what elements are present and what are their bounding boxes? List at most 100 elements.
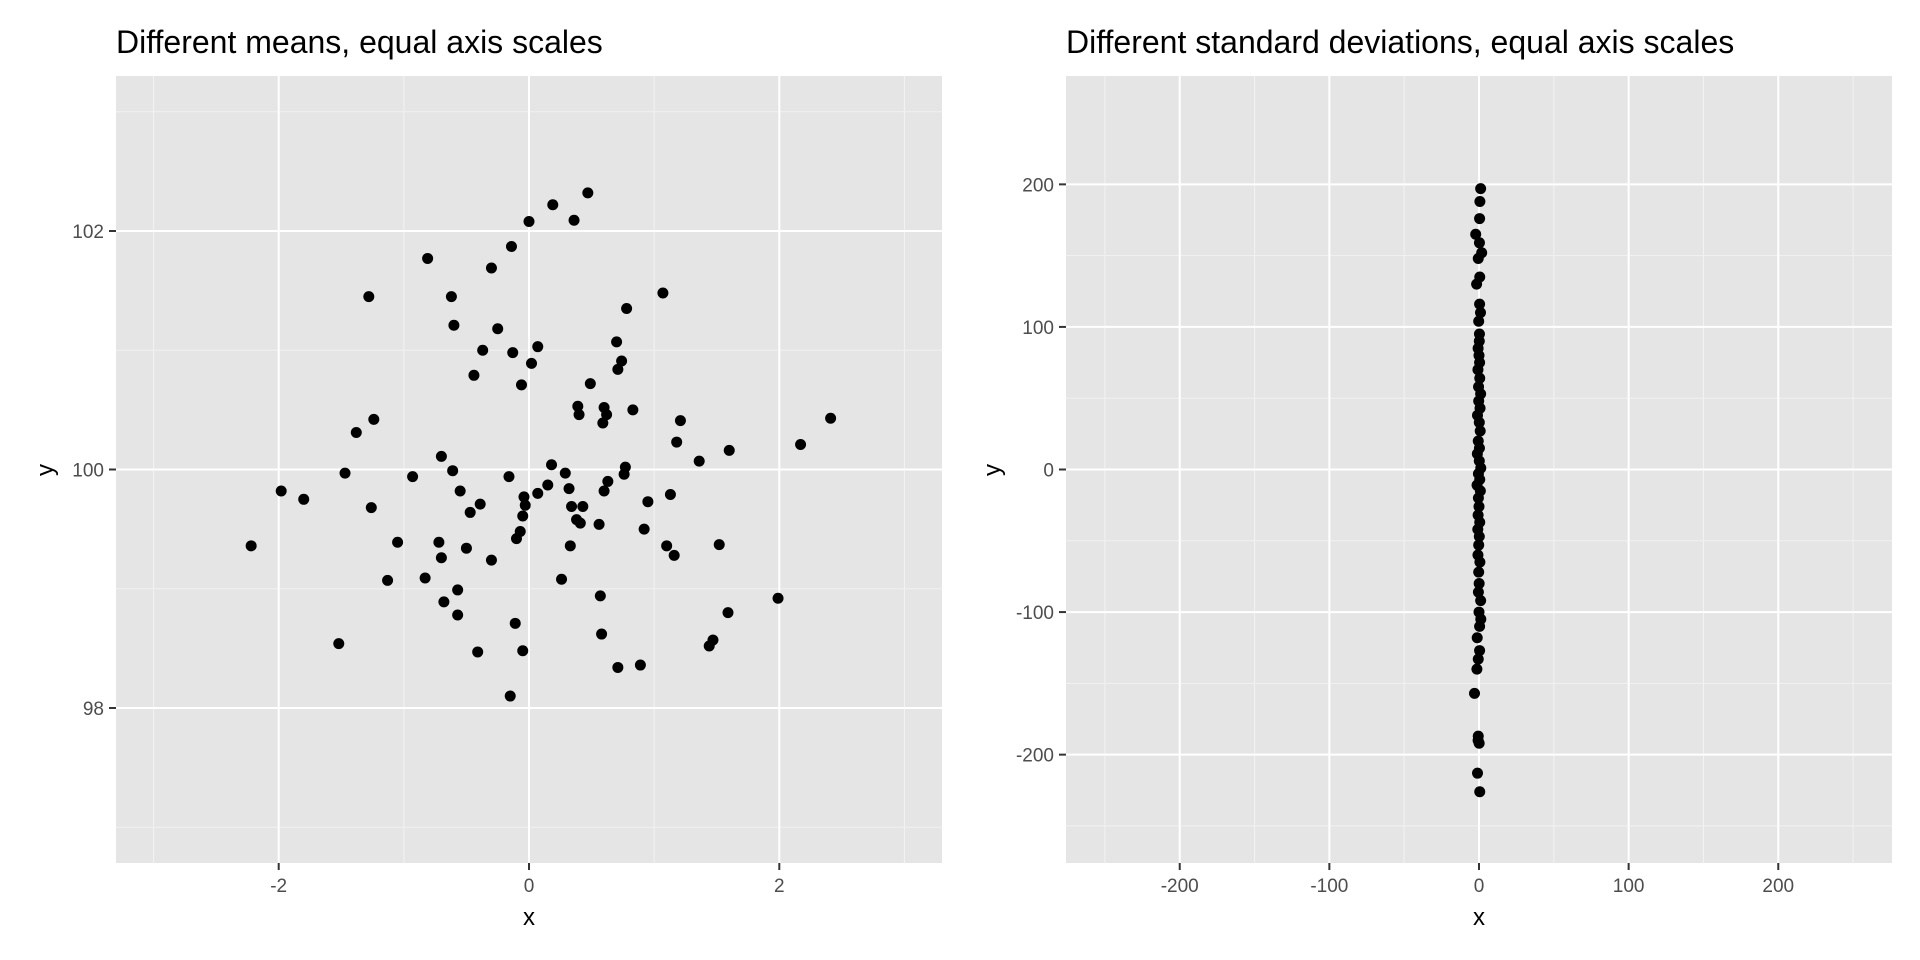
data-point	[611, 336, 623, 348]
data-point	[693, 455, 705, 467]
y-tick-label: 98	[83, 699, 104, 720]
data-point	[438, 596, 450, 608]
data-point	[509, 617, 521, 629]
panel-different-standard-deviations: Different standard deviations, equal axi…	[979, 24, 1892, 931]
data-point	[642, 496, 654, 508]
data-point	[515, 379, 527, 391]
x-tick-label: 0	[1474, 876, 1485, 897]
data-point	[472, 646, 484, 658]
data-point	[573, 409, 585, 421]
data-point	[452, 609, 464, 621]
data-point	[1473, 737, 1485, 749]
data-point	[1475, 595, 1487, 607]
data-point	[664, 489, 676, 501]
data-point	[407, 471, 419, 483]
data-point	[507, 347, 519, 359]
y-tick-label: 100	[72, 461, 104, 482]
data-point	[593, 518, 605, 530]
y-axis-ticks: -200 -100 0 100 200	[1016, 175, 1066, 767]
x-axis-ticks: -200 -100 0 100 200	[1161, 863, 1794, 897]
data-point	[519, 499, 531, 511]
data-point	[485, 554, 497, 566]
data-point	[722, 607, 734, 619]
data-point	[546, 459, 558, 471]
data-point	[616, 355, 628, 367]
data-point	[1474, 556, 1486, 568]
data-point	[523, 215, 535, 227]
data-point	[435, 552, 447, 564]
x-tick-label: 200	[1762, 876, 1794, 897]
y-tick-label: 100	[1022, 318, 1054, 339]
data-point	[619, 461, 631, 473]
data-point	[504, 690, 516, 702]
data-point	[1470, 228, 1482, 240]
data-point	[723, 444, 735, 456]
data-point	[474, 498, 486, 510]
data-point	[1471, 663, 1483, 675]
x-tick-label: -2	[270, 876, 287, 897]
data-point	[1472, 767, 1484, 779]
y-axis-label: y	[979, 464, 1006, 476]
data-point	[452, 584, 464, 596]
data-point	[1472, 492, 1484, 504]
data-point	[1474, 298, 1486, 310]
data-point	[1474, 645, 1486, 657]
data-point	[448, 319, 460, 331]
data-point	[1474, 307, 1486, 319]
data-point	[584, 378, 596, 390]
data-point	[514, 526, 526, 538]
data-point	[350, 427, 362, 439]
data-point	[517, 645, 529, 657]
panel-title: Different means, equal axis scales	[116, 24, 603, 60]
y-tick-label: -100	[1016, 603, 1054, 624]
y-axis-label: y	[32, 464, 59, 476]
data-point	[532, 487, 544, 499]
data-point	[433, 536, 445, 548]
data-point	[1472, 252, 1484, 264]
data-point	[1472, 586, 1484, 598]
data-point	[468, 369, 480, 381]
data-point	[542, 479, 554, 491]
data-point	[601, 409, 613, 421]
data-points	[245, 187, 837, 702]
x-tick-label: 100	[1613, 876, 1645, 897]
data-point	[447, 465, 459, 477]
data-point	[363, 291, 375, 303]
y-tick-label: 200	[1022, 175, 1054, 196]
data-point	[574, 517, 586, 529]
x-tick-label: -100	[1310, 876, 1348, 897]
data-point	[1473, 315, 1485, 327]
data-point	[657, 287, 669, 299]
data-point	[505, 241, 517, 253]
data-point	[563, 483, 575, 495]
data-points	[1469, 183, 1488, 798]
data-point	[597, 417, 609, 429]
x-tick-label: 2	[774, 876, 785, 897]
x-axis-label: x	[523, 904, 535, 931]
x-tick-label: -200	[1161, 876, 1199, 897]
y-tick-label: -200	[1016, 746, 1054, 767]
data-point	[627, 404, 639, 416]
data-point	[1474, 195, 1486, 207]
data-point	[298, 493, 310, 505]
y-tick-label: 102	[72, 222, 104, 243]
data-point	[568, 214, 580, 226]
x-axis-label: x	[1473, 904, 1485, 931]
data-point	[275, 485, 287, 497]
panel-different-means: Different means, equal axis scales -2 0 2 …	[32, 24, 942, 931]
data-point	[1474, 372, 1486, 384]
data-point	[1472, 364, 1484, 376]
data-point	[526, 357, 538, 369]
data-point	[621, 303, 633, 315]
x-tick-label: 0	[524, 876, 535, 897]
data-point	[435, 450, 447, 462]
data-point	[661, 540, 673, 552]
data-point	[1469, 687, 1481, 699]
panel-title: Different standard deviations, equal axi…	[1066, 24, 1734, 60]
data-point	[1472, 653, 1484, 665]
data-point	[638, 523, 650, 535]
data-point	[1473, 531, 1485, 543]
data-point	[1474, 425, 1486, 437]
data-point	[532, 341, 544, 353]
